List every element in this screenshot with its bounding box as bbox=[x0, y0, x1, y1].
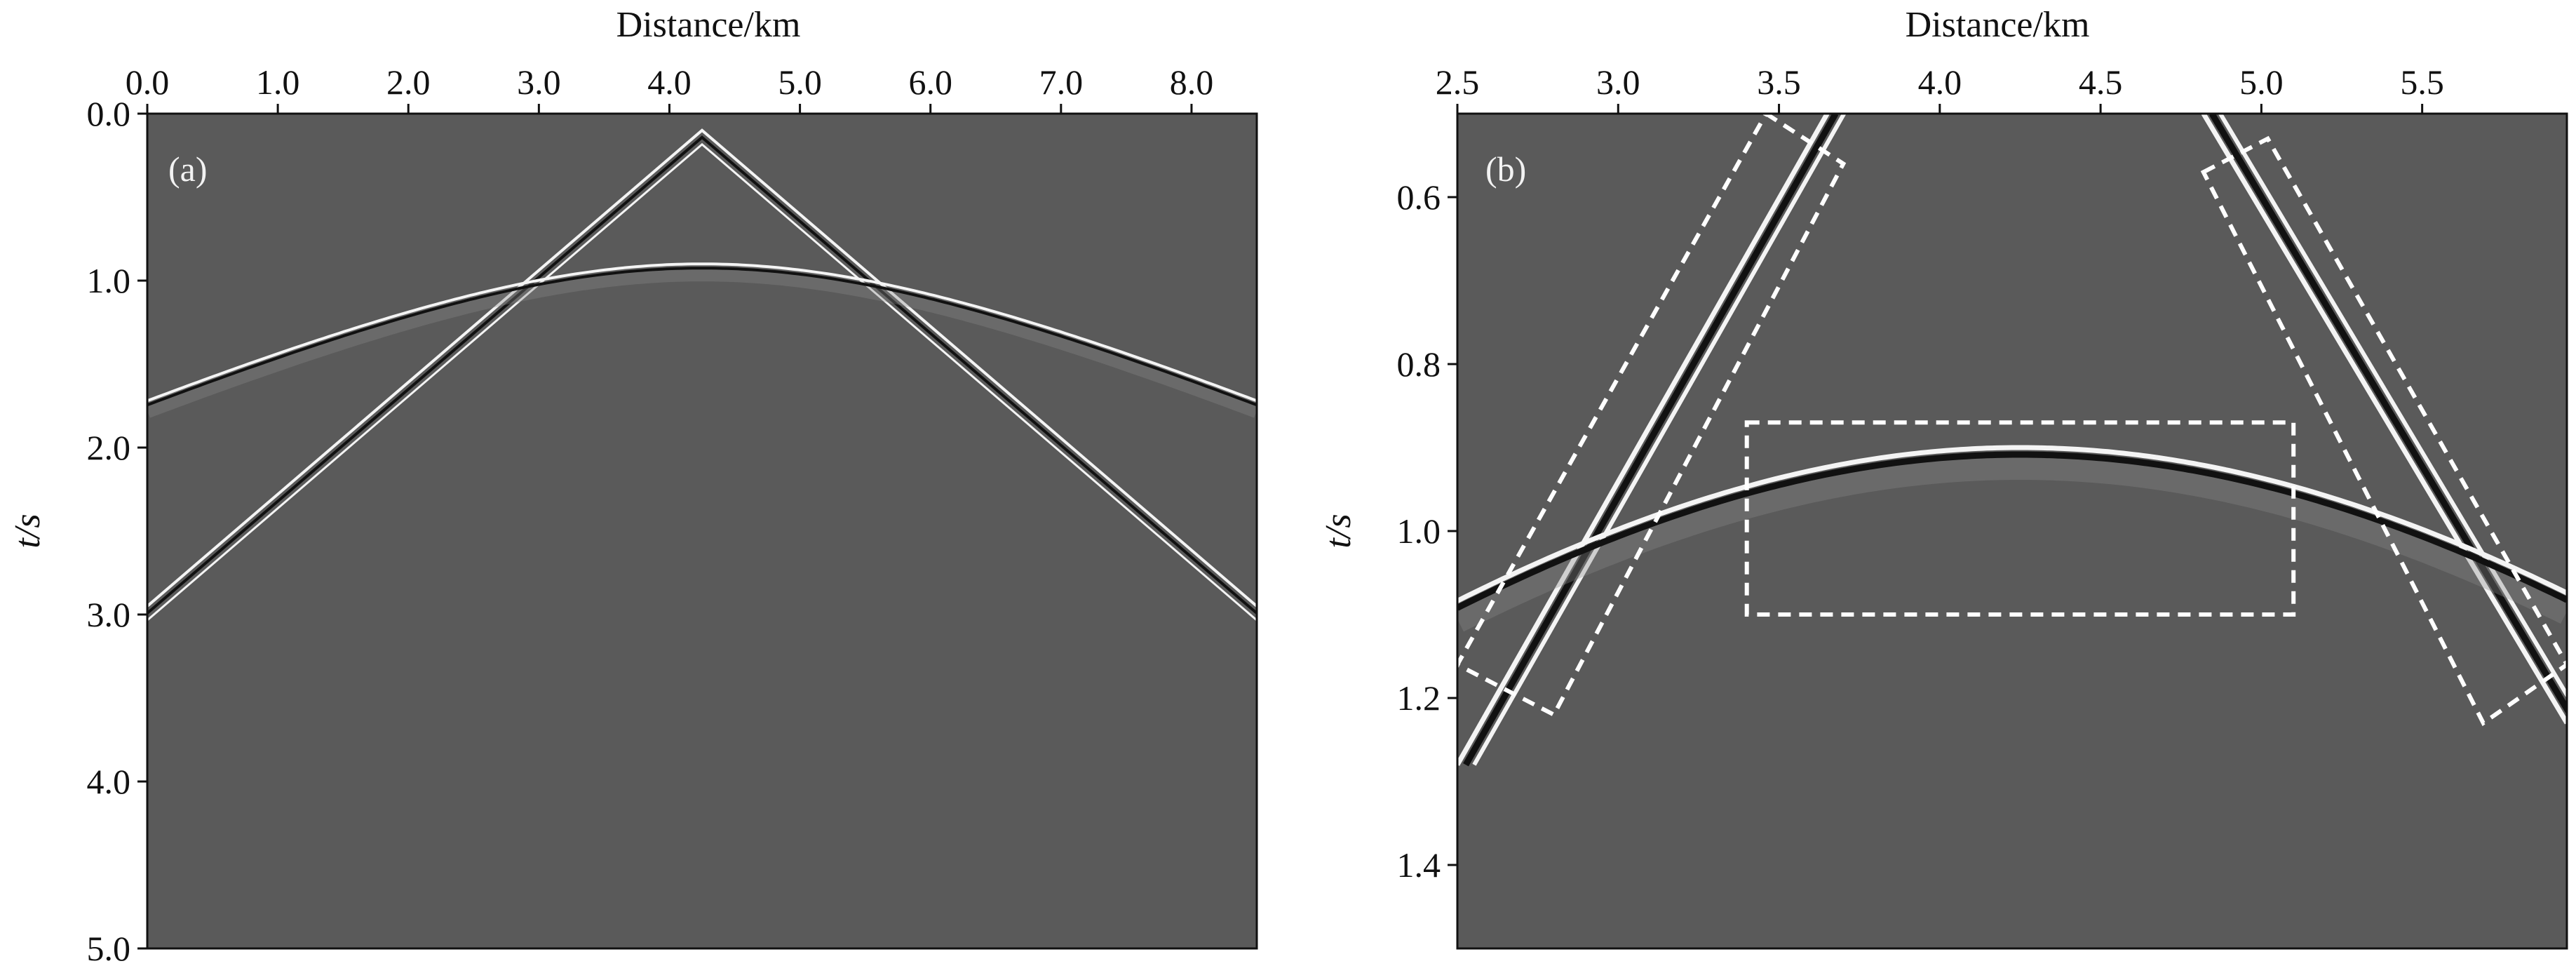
panel-b: (b) Distance/km 2.5 3.0 3.5 4.0 4.5 5.0 5.5 0.… bbox=[1319, 5, 2568, 950]
panel-a-x-tick-label: 7.0 bbox=[1039, 62, 1084, 102]
reflection-coda bbox=[147, 266, 1257, 418]
panel-a-y-tick-label: 5.0 bbox=[87, 929, 131, 968]
panel-a-x-tick-label: 8.0 bbox=[1170, 62, 1214, 102]
panel-b-events bbox=[1457, 114, 2567, 767]
panel-a-y-ticks: 0.0 1.0 2.0 3.0 4.0 5.0 bbox=[87, 94, 147, 968]
panel-a-y-tick-label: 3.0 bbox=[87, 595, 131, 634]
direct-wave-left-second-peak bbox=[1472, 114, 1846, 766]
reflection-trough bbox=[1457, 451, 2567, 611]
panel-b-x-tick-label: 5.5 bbox=[2400, 62, 2444, 102]
panel-a-y-tick-label: 1.0 bbox=[87, 261, 131, 300]
panel-b-x-tick-label: 5.0 bbox=[2239, 62, 2284, 102]
panel-b-x-tick-label: 4.0 bbox=[1918, 62, 1962, 102]
panel-a-frame bbox=[146, 112, 1258, 950]
direct-wave-left-event bbox=[1457, 114, 1846, 767]
panel-b-x-tick-label: 3.0 bbox=[1596, 62, 1640, 102]
panel-b-y-tick-label: 1.4 bbox=[1397, 845, 1441, 885]
direct-wave-second-peak bbox=[147, 142, 1257, 622]
panel-b-x-tick-label: 2.5 bbox=[1436, 62, 1480, 102]
box-center bbox=[1744, 420, 2296, 617]
panel-a-x-tick-label: 1.0 bbox=[256, 62, 300, 102]
panel-a-x-tick-label: 5.0 bbox=[778, 62, 822, 102]
box-right bbox=[2200, 135, 2567, 727]
panel-a-y-axis-title: t/s bbox=[8, 514, 48, 548]
panel-a-x-tick-label: 3.0 bbox=[517, 62, 561, 102]
panel-b-x-tick-label: 3.5 bbox=[1757, 62, 1801, 102]
panel-b-x-ticks: 2.5 3.0 3.5 4.0 4.5 5.0 5.5 bbox=[1436, 62, 2444, 114]
panel-b-label: (b) bbox=[1485, 149, 1526, 189]
panel-a-x-tick-label: 6.0 bbox=[908, 62, 952, 102]
panel-b-x-tick-label: 4.5 bbox=[2079, 62, 2123, 102]
panel-a-plot-area bbox=[147, 114, 1257, 948]
panel-a-x-axis-title: Distance/km bbox=[616, 5, 801, 45]
panel-a-y-tick-label: 2.0 bbox=[87, 428, 131, 467]
panel-b-plot-area bbox=[1457, 114, 2567, 948]
direct-wave-right-peak bbox=[2201, 114, 2567, 725]
panel-b-x-axis-title: Distance/km bbox=[1906, 5, 2090, 45]
panel-b-highlight-boxes bbox=[1457, 114, 2567, 727]
panel-a-x-tick-label: 0.0 bbox=[126, 62, 170, 102]
panel-a: (a) Distance/km 0.0 1.0 2.0 3.0 4.0 5.0 6.0 7.0… bbox=[8, 5, 1258, 968]
reflection-peak bbox=[1457, 445, 2567, 603]
panel-a-x-tick-label: 2.0 bbox=[386, 62, 431, 102]
reflection-peak bbox=[147, 262, 1257, 403]
box-left bbox=[1457, 114, 1847, 718]
reflection-event bbox=[1457, 445, 2567, 632]
panel-a-y-tick-label: 4.0 bbox=[87, 762, 131, 801]
direct-wave-right-trough bbox=[2209, 114, 2567, 716]
panel-a-events bbox=[147, 128, 1257, 622]
direct-wave-event bbox=[147, 128, 1257, 622]
panel-a-label: (a) bbox=[168, 149, 208, 189]
panel-b-y-tick-label: 1.0 bbox=[1397, 511, 1441, 551]
panel-a-y-tick-label: 0.0 bbox=[87, 94, 131, 133]
direct-wave-trough bbox=[147, 135, 1257, 615]
panel-a-x-ticks: 0.0 1.0 2.0 3.0 4.0 5.0 6.0 7.0 8.0 bbox=[126, 62, 1213, 114]
direct-wave-left-trough bbox=[1463, 114, 1839, 767]
direct-wave-left-peak bbox=[1457, 114, 1830, 766]
panel-b-y-axis-title: t/s bbox=[1319, 514, 1358, 548]
panel-b-y-ticks: 0.6 0.8 1.0 1.2 1.4 bbox=[1397, 177, 1457, 885]
panel-b-y-tick-label: 1.2 bbox=[1397, 678, 1441, 718]
panel-b-y-tick-label: 0.6 bbox=[1397, 177, 1441, 217]
reflection-event bbox=[147, 262, 1257, 418]
panel-a-x-tick-label: 4.0 bbox=[647, 62, 692, 102]
direct-wave-right-second-peak bbox=[2218, 114, 2567, 699]
reflection-trough bbox=[147, 267, 1257, 407]
reflection-coda bbox=[1457, 452, 2567, 632]
direct-wave-right-event bbox=[2201, 114, 2567, 725]
panel-b-y-tick-label: 0.8 bbox=[1397, 344, 1441, 384]
direct-wave-peak bbox=[147, 128, 1257, 608]
